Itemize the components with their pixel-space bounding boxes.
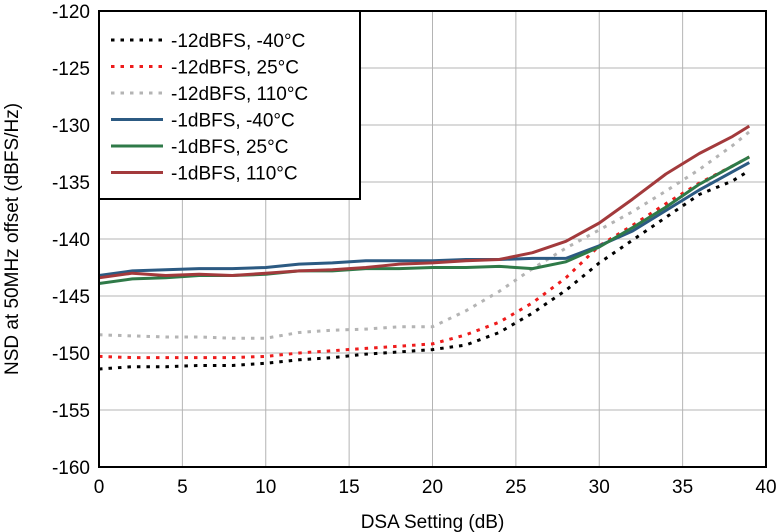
series-line-6 (98, 124, 751, 280)
y-tick-label: -120 (52, 2, 90, 23)
x-tick-label: 30 (589, 477, 610, 498)
legend-label-3: -12dBFS, 110°C (171, 84, 308, 105)
series-line-2 (98, 155, 751, 360)
legend-label-2: -12dBFS, 25°C (171, 58, 299, 79)
series-line-3 (98, 130, 751, 340)
y-tick-label: -130 (52, 116, 90, 137)
y-tick-label: -145 (52, 287, 90, 308)
legend-label-1: -12dBFS, -40°C (171, 31, 305, 52)
legend-label-5: -1dBFS, 25°C (171, 137, 288, 158)
x-tick-label: 5 (177, 477, 188, 498)
y-axis-title: NSD at 50MHz offset (dBFS/Hz) (2, 103, 23, 375)
y-tick-label: -140 (52, 230, 90, 251)
series-line-1 (98, 169, 751, 371)
legend-label-6: -1dBFS, 110°C (171, 164, 298, 185)
series-group (98, 124, 751, 371)
series-line-4 (98, 161, 751, 277)
plot-frame (98, 10, 767, 468)
y-tick-label: -155 (52, 401, 90, 422)
x-tick-label: 0 (94, 477, 105, 498)
x-tick-label: 10 (255, 477, 276, 498)
legend-box (98, 10, 361, 200)
x-axis-title: DSA Setting (dB) (361, 512, 505, 532)
y-tick-label: -135 (52, 173, 90, 194)
y-tick-label: -150 (52, 344, 90, 365)
legend-label-4: -1dBFS, -40°C (171, 111, 295, 132)
y-tick-label: -125 (52, 59, 90, 80)
legend: -12dBFS, -40°C -12dBFS, 25°C -12dBFS, 110°… (98, 10, 361, 200)
x-tick-label: 35 (672, 477, 693, 498)
y-tick-label: -160 (52, 458, 90, 479)
x-tick-label: 15 (339, 477, 360, 498)
tick-labels: 0 5 10 15 20 25 30 35 40 -120 -125 -130 -135 -140 -145… (52, 2, 777, 498)
x-tick-label: 25 (505, 477, 526, 498)
x-tick-label: 40 (755, 477, 776, 498)
x-tick-label: 20 (422, 477, 443, 498)
